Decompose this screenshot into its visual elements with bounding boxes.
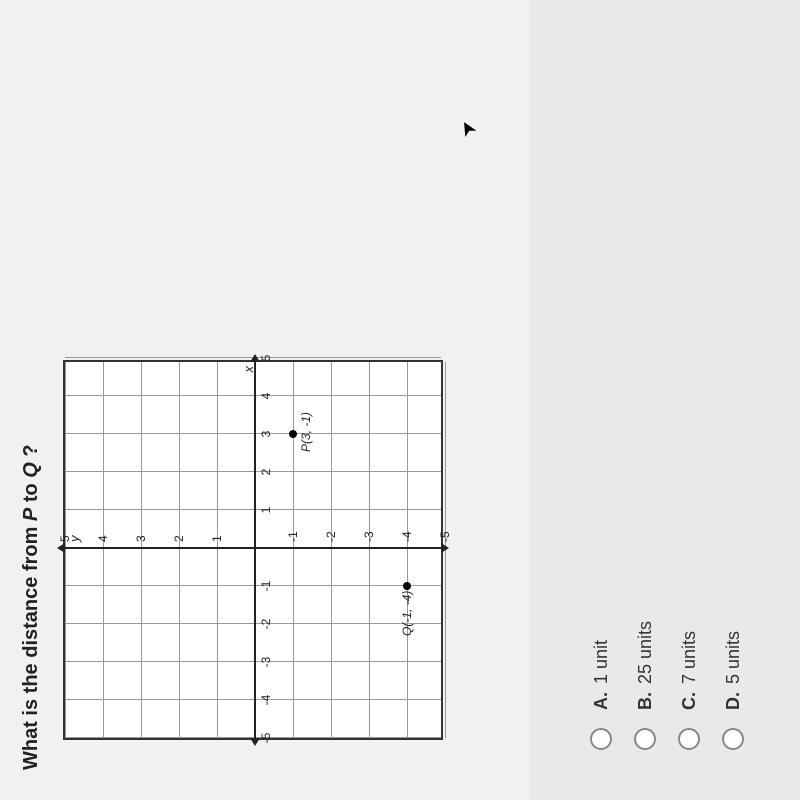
grid-line xyxy=(65,699,441,700)
grid-line xyxy=(407,362,408,738)
question-suffix: ? xyxy=(20,444,42,456)
grid-line xyxy=(65,471,441,472)
option-c[interactable]: C. 7 units xyxy=(678,50,700,750)
question-var2: Q xyxy=(20,457,42,478)
x-tick-label: 4 xyxy=(259,393,273,400)
y-tick-label: 4 xyxy=(96,535,110,542)
grid-line xyxy=(217,362,218,738)
grid-line xyxy=(65,362,66,738)
radio-icon[interactable] xyxy=(590,728,612,750)
grid-line xyxy=(65,395,441,396)
radio-icon[interactable] xyxy=(722,728,744,750)
question-text: What is the distance from P to Q ? xyxy=(20,30,43,770)
point-label-p: P(3, -1) xyxy=(299,412,313,452)
answer-options: A. 1 unit B. 25 units C. 7 units D. 5 un… xyxy=(570,0,786,800)
x-tick-label: 3 xyxy=(259,431,273,438)
x-tick-label: -4 xyxy=(259,695,273,706)
option-letter: C. xyxy=(679,692,700,710)
y-tick-label: 5 xyxy=(58,535,72,542)
grid-line xyxy=(103,362,104,738)
y-tick-label: -5 xyxy=(438,531,452,542)
grid-line xyxy=(65,509,441,510)
grid-line xyxy=(331,362,332,738)
axis-arrow-icon xyxy=(57,543,65,553)
radio-icon[interactable] xyxy=(678,728,700,750)
option-text: 1 unit xyxy=(591,640,612,684)
point-label-q: Q(-1, -4) xyxy=(400,591,414,636)
x-tick-label: 5 xyxy=(259,355,273,362)
y-tick-label: 2 xyxy=(172,535,186,542)
x-tick-label: -3 xyxy=(259,657,273,668)
option-letter: B. xyxy=(635,692,656,710)
question-prefix: What is the distance from xyxy=(20,521,42,770)
option-text: 7 units xyxy=(679,631,700,684)
y-axis xyxy=(65,547,441,549)
y-tick-label: -4 xyxy=(400,531,414,542)
x-tick-label: -5 xyxy=(259,733,273,744)
y-tick-label: -2 xyxy=(324,531,338,542)
cursor-icon: ➤ xyxy=(452,115,482,142)
x-tick-label: -2 xyxy=(259,619,273,630)
grid-line xyxy=(65,433,441,434)
grid-line xyxy=(65,585,441,586)
axis-arrow-icon xyxy=(441,543,449,553)
grid-line xyxy=(65,623,441,624)
option-text: 5 units xyxy=(723,631,744,684)
y-tick-label: -1 xyxy=(286,531,300,542)
y-tick-label: 1 xyxy=(210,535,224,542)
x-axis xyxy=(254,362,256,738)
question-mid: to xyxy=(20,478,42,508)
option-a[interactable]: A. 1 unit xyxy=(590,50,612,750)
grid-line xyxy=(179,362,180,738)
question-var1: P xyxy=(20,508,42,521)
coordinate-graph: y x -5-4-3-2-11234554321-1-2-3-4-5P(3, -… xyxy=(63,360,443,740)
x-tick-label: 1 xyxy=(259,507,273,514)
grid-line xyxy=(65,661,441,662)
radio-icon[interactable] xyxy=(634,728,656,750)
option-b[interactable]: B. 25 units xyxy=(634,50,656,750)
y-tick-label: 3 xyxy=(134,535,148,542)
x-tick-label: 2 xyxy=(259,469,273,476)
option-d[interactable]: D. 5 units xyxy=(722,50,744,750)
grid-line xyxy=(369,362,370,738)
option-text: 25 units xyxy=(635,621,656,684)
option-letter: A. xyxy=(591,692,612,710)
x-tick-label: -1 xyxy=(259,581,273,592)
point-q xyxy=(403,582,411,590)
grid-line xyxy=(141,362,142,738)
option-letter: D. xyxy=(723,692,744,710)
question-panel: What is the distance from P to Q ? y x -… xyxy=(0,0,530,800)
point-p xyxy=(289,430,297,438)
y-tick-label: -3 xyxy=(362,531,376,542)
grid-line xyxy=(293,362,294,738)
